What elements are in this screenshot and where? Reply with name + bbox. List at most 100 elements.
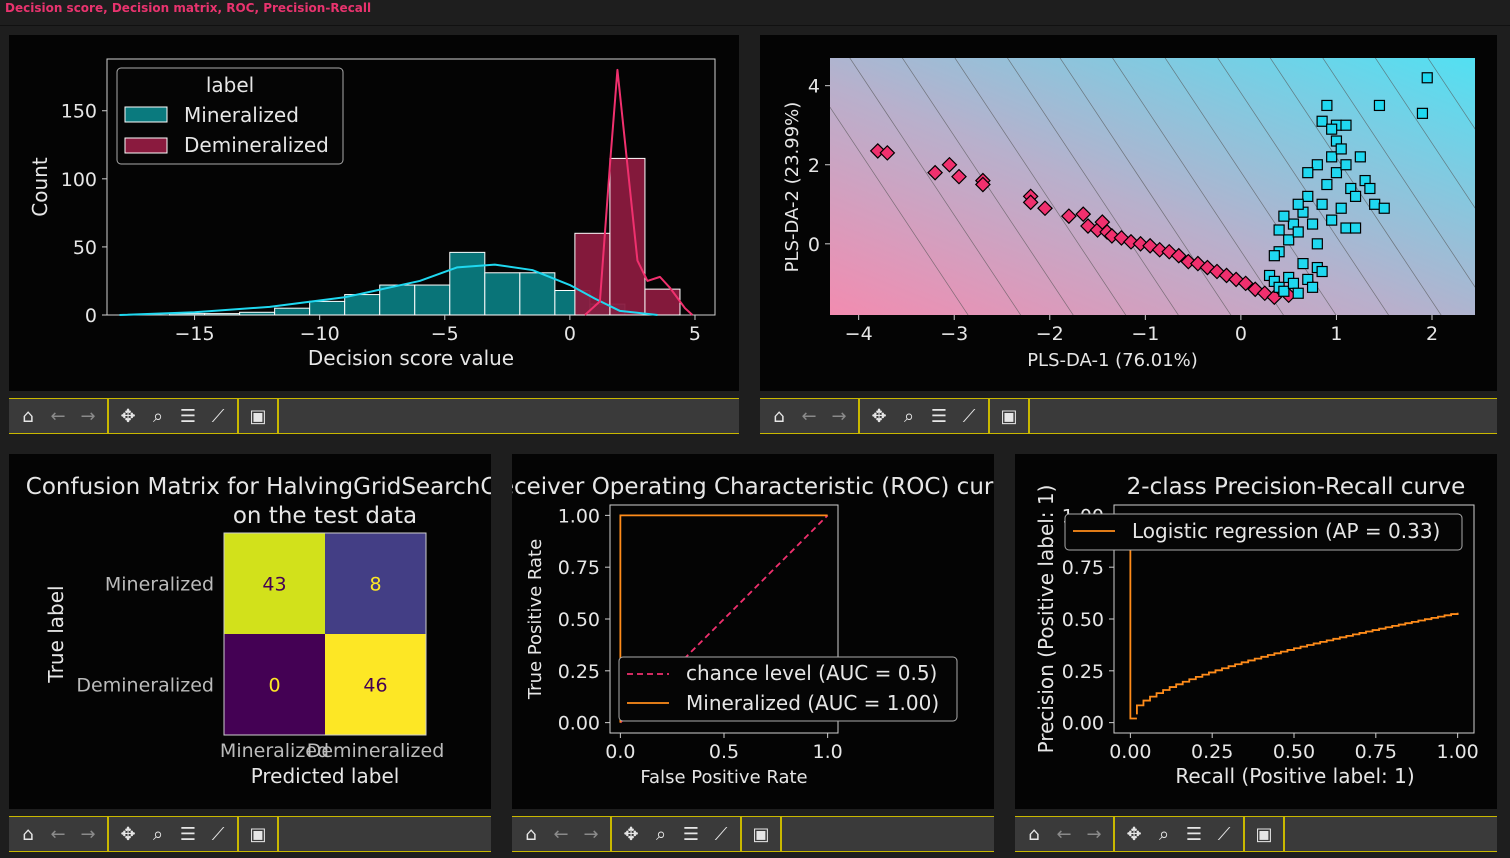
save-button[interactable]: ▣ [994, 401, 1024, 431]
home-button[interactable]: ⌂ [764, 401, 794, 431]
edit-axis-button[interactable]: ⟋ [1209, 819, 1239, 849]
save-button[interactable]: ▣ [243, 401, 273, 431]
configure-subplots-button[interactable]: ☰ [173, 819, 203, 849]
zoom-magnifier-button[interactable]: ⌕ [894, 401, 924, 431]
forward-arrow-button[interactable]: → [824, 401, 854, 431]
mineralized-point [1335, 143, 1347, 155]
scatter-chart: −4 −3 −2 −1 0 1 2 0 2 4 PLS-DA-1 (76.01%) PLS-DA-2 … [782, 58, 1475, 371]
home-button[interactable]: ⌂ [1019, 819, 1049, 849]
pan-move-button[interactable]: ✥ [864, 401, 894, 431]
back-arrow-button[interactable]: ← [43, 401, 73, 431]
pan-move-button[interactable]: ✥ [616, 819, 646, 849]
contour-line [849, 58, 1022, 315]
back-arrow-button[interactable]: ← [794, 401, 824, 431]
pan-move-icon: ✥ [1126, 823, 1142, 845]
contour-line [830, 106, 969, 315]
legend: label Mineralized Demineralized [116, 67, 344, 165]
mineralized-point [1326, 214, 1338, 226]
x-tick-label: 0.0 [605, 741, 635, 763]
demineralized-point [951, 168, 967, 185]
zoom-magnifier-button[interactable]: ⌕ [1149, 819, 1179, 849]
pan-move-button[interactable]: ✥ [113, 401, 143, 431]
mineralized-point [1354, 151, 1366, 163]
back-arrow-icon: ← [50, 405, 66, 427]
y-tick-label: 0.00 [558, 713, 600, 735]
mineralized-point [1273, 224, 1285, 236]
mineralized-point [1335, 202, 1347, 214]
roc-panel: Receiver Operating Characteristic (ROC) … [512, 454, 994, 809]
scatter-toolbar: ⌂ ← → ✥ ⌕ ☰ ⟋ ▣ [760, 398, 1497, 434]
histogram-bar [309, 300, 346, 316]
home-button[interactable]: ⌂ [13, 401, 43, 431]
forward-arrow-button[interactable]: → [73, 819, 103, 849]
back-arrow-button[interactable]: ← [546, 819, 576, 849]
back-arrow-button[interactable]: ← [43, 819, 73, 849]
contour-line [1007, 58, 1179, 315]
roc-toolbar: ⌂ ← → ✥ ⌕ ☰ ⟋ ▣ [512, 816, 994, 852]
matrix-frame [223, 532, 427, 736]
forward-arrow-button[interactable]: → [576, 819, 606, 849]
y-tick-label: 0.50 [1062, 609, 1104, 631]
x-class-label: Mineralized [220, 740, 329, 762]
toolbar-group: ⌂ ← → [1015, 817, 1115, 851]
pan-move-button[interactable]: ✥ [113, 819, 143, 849]
home-button[interactable]: ⌂ [13, 819, 43, 849]
y-tick-label: 0.25 [558, 661, 600, 683]
mineralized-point [1349, 222, 1362, 234]
y-tick-label: 50 [73, 237, 97, 259]
pr-curve [1136, 612, 1459, 715]
edit-axis-button[interactable]: ⟋ [203, 401, 233, 431]
save-icon: ▣ [1000, 405, 1018, 427]
forward-arrow-button[interactable]: → [73, 401, 103, 431]
configure-subplots-button[interactable]: ☰ [676, 819, 706, 849]
zoom-magnifier-button[interactable]: ⌕ [646, 819, 676, 849]
pr-panel: 2-class Precision-Recall curve 0.00 0.00 0.… [1015, 454, 1497, 809]
save-button[interactable]: ▣ [746, 819, 776, 849]
mineralized-point [1369, 198, 1381, 210]
edit-axis-button[interactable]: ⟋ [954, 401, 984, 431]
toolbar-group: ▣ [239, 399, 279, 433]
save-icon: ▣ [1255, 823, 1273, 845]
y-class-label: Demineralized [76, 675, 214, 697]
legend-label: Mineralized (AUC = 1.00) [686, 691, 939, 715]
title-divider [0, 25, 1510, 26]
save-icon: ▣ [752, 823, 770, 845]
demineralized-point [941, 156, 958, 173]
y-tick-label: 0.25 [1062, 661, 1104, 683]
pan-move-icon: ✥ [871, 405, 887, 427]
y-tick-label: 0.75 [558, 557, 600, 579]
x-tick-label: 0.50 [1273, 741, 1315, 763]
mineralized-point [1416, 107, 1429, 119]
contour-line [1112, 58, 1284, 315]
mineralized-point [1278, 210, 1290, 222]
zoom-magnifier-button[interactable]: ⌕ [143, 819, 173, 849]
configure-subplots-button[interactable]: ☰ [924, 401, 954, 431]
y-tick-label: 0 [808, 234, 820, 256]
edit-axis-icon: ⟋ [1217, 823, 1231, 845]
x-axis-label: Predicted label [251, 764, 400, 788]
back-arrow-button[interactable]: ← [1049, 819, 1079, 849]
mineralized-point [1268, 250, 1280, 262]
histogram-bar [274, 307, 311, 316]
roc-title: Receiver Operating Characteristic (ROC) … [512, 474, 994, 500]
y-axis-label: Precision (Positive label: 1) [1034, 485, 1058, 754]
zoom-magnifier-button[interactable]: ⌕ [143, 401, 173, 431]
demineralized-point [1022, 194, 1039, 211]
forward-arrow-button[interactable]: → [1079, 819, 1109, 849]
configure-subplots-button[interactable]: ☰ [1179, 819, 1209, 849]
matrix-cell [325, 533, 426, 634]
roc-curve [619, 514, 828, 723]
pan-move-button[interactable]: ✥ [1119, 819, 1149, 849]
demineralized-point [879, 144, 896, 161]
mineralized-point [1321, 99, 1333, 112]
configure-subplots-button[interactable]: ☰ [173, 401, 203, 431]
configure-subplots-icon: ☰ [179, 823, 197, 845]
toolbar-group: ⌂ ← → [9, 399, 109, 433]
x-tick-label: −10 [300, 323, 340, 345]
edit-axis-button[interactable]: ⟋ [203, 819, 233, 849]
save-button[interactable]: ▣ [243, 819, 273, 849]
save-button[interactable]: ▣ [1249, 819, 1279, 849]
home-button[interactable]: ⌂ [516, 819, 546, 849]
edit-axis-button[interactable]: ⟋ [706, 819, 736, 849]
confusion-title-line1: Confusion Matrix for HalvingGridSearchCV [26, 474, 491, 500]
